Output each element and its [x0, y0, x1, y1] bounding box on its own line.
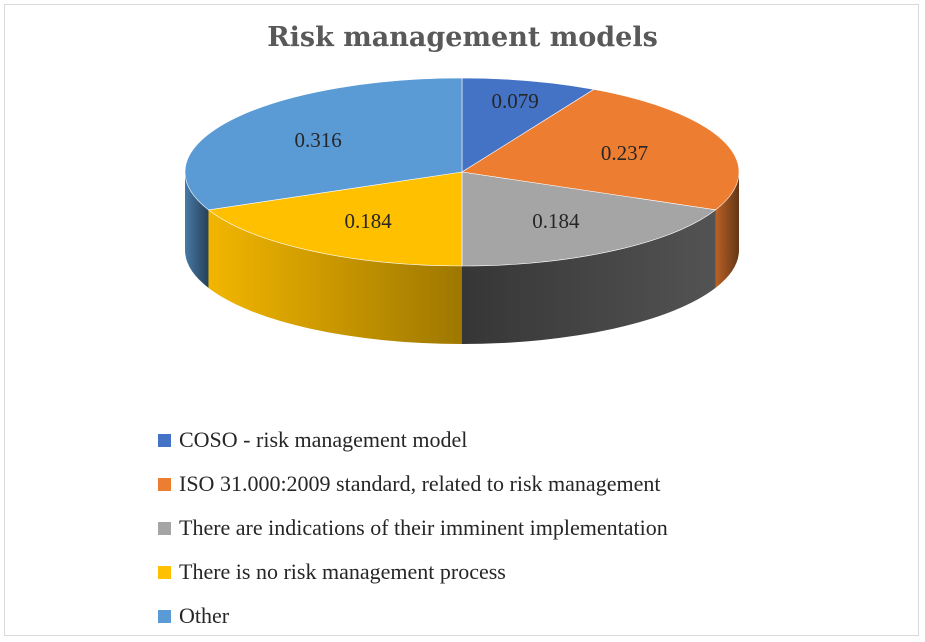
legend-swatch	[158, 521, 171, 535]
pie-slice	[207, 171, 463, 267]
legend-item: Other	[158, 594, 668, 638]
data-label: 0.184	[532, 209, 580, 233]
legend-label: COSO - risk management model	[179, 427, 468, 452]
pie-slice	[184, 77, 463, 211]
pie-slice-side	[462, 209, 716, 344]
legend-label: There is no risk management process	[179, 559, 506, 584]
data-label: 0.079	[491, 89, 538, 113]
legend-item: There are indications of their imminent …	[158, 506, 668, 550]
legend-swatch	[158, 477, 171, 491]
chart-title: Risk management models	[267, 22, 658, 53]
legend-item: COSO - risk management model	[158, 418, 668, 462]
legend-item: There is no risk management process	[158, 550, 668, 594]
data-label: 0.237	[601, 141, 648, 165]
data-label: 0.316	[295, 128, 342, 152]
pie-slice-side	[208, 209, 462, 344]
legend-swatch	[158, 609, 171, 623]
legend: COSO - risk management model ISO 31.000:…	[158, 418, 668, 638]
legend-swatch	[158, 433, 171, 447]
legend-label: There are indications of their imminent …	[179, 515, 668, 540]
pie-slice	[461, 89, 740, 211]
legend-label: ISO 31.000:2009 standard, related to ris…	[179, 471, 661, 496]
pie-slice	[461, 171, 717, 267]
legend-label: Other	[179, 603, 230, 628]
pie-slice-side	[185, 172, 209, 288]
pie-slice-side	[715, 172, 739, 288]
legend-item: ISO 31.000:2009 standard, related to ris…	[158, 462, 668, 506]
legend-swatch	[158, 565, 171, 579]
pie-slice	[461, 77, 595, 173]
data-label: 0.184	[345, 209, 393, 233]
